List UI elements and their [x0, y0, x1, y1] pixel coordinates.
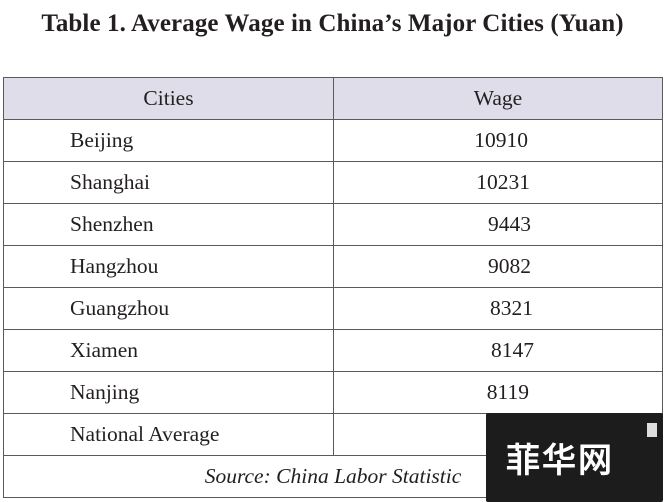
city-cell: Shenzhen: [3, 203, 334, 246]
wage-cell: 9082: [333, 245, 663, 288]
table-row: Beijing 10910: [3, 119, 663, 162]
city-cell: National Average: [3, 413, 334, 456]
table-row: Hangzhou 9082: [3, 245, 663, 288]
wage-cell: 10231: [333, 161, 663, 204]
city-cell: Guangzhou: [3, 287, 334, 330]
wage-cell: 8147: [333, 329, 663, 372]
column-header-wage: Wage: [333, 77, 663, 120]
wage-value: 9443: [488, 212, 531, 236]
watermark-text: 菲华网: [506, 441, 614, 481]
watermark-corner-shape: [647, 423, 657, 437]
table-row: Nanjing 8119: [3, 371, 663, 414]
city-cell: Beijing: [3, 119, 334, 162]
wage-cell: 8321: [333, 287, 663, 330]
wage-value: 8119: [486, 380, 529, 404]
table-row: Guangzhou 8321: [3, 287, 663, 330]
wage-value: 10231: [476, 170, 530, 194]
wage-value: 9082: [488, 254, 531, 278]
city-cell: Shanghai: [3, 161, 334, 204]
city-cell: Hangzhou: [3, 245, 334, 288]
wage-cell: 10910: [333, 119, 663, 162]
wage-value: 10910: [474, 128, 528, 152]
wage-value: 8147: [491, 338, 534, 362]
wage-cell: 8119: [333, 371, 663, 414]
city-cell: Xiamen: [3, 329, 334, 372]
wage-cell: 9443: [333, 203, 663, 246]
table-row: Shanghai 10231: [3, 161, 663, 204]
column-header-cities: Cities: [3, 77, 334, 120]
table-row: Shenzhen 9443: [3, 203, 663, 246]
wage-value: 8321: [490, 296, 533, 320]
watermark-logo: 菲华网: [486, 413, 663, 502]
table-row: Xiamen 8147: [3, 329, 663, 372]
table-title: Table 1. Average Wage in China’s Major C…: [41, 10, 624, 37]
table-header-row: Cities Wage: [3, 77, 663, 120]
city-cell: Nanjing: [3, 371, 334, 414]
